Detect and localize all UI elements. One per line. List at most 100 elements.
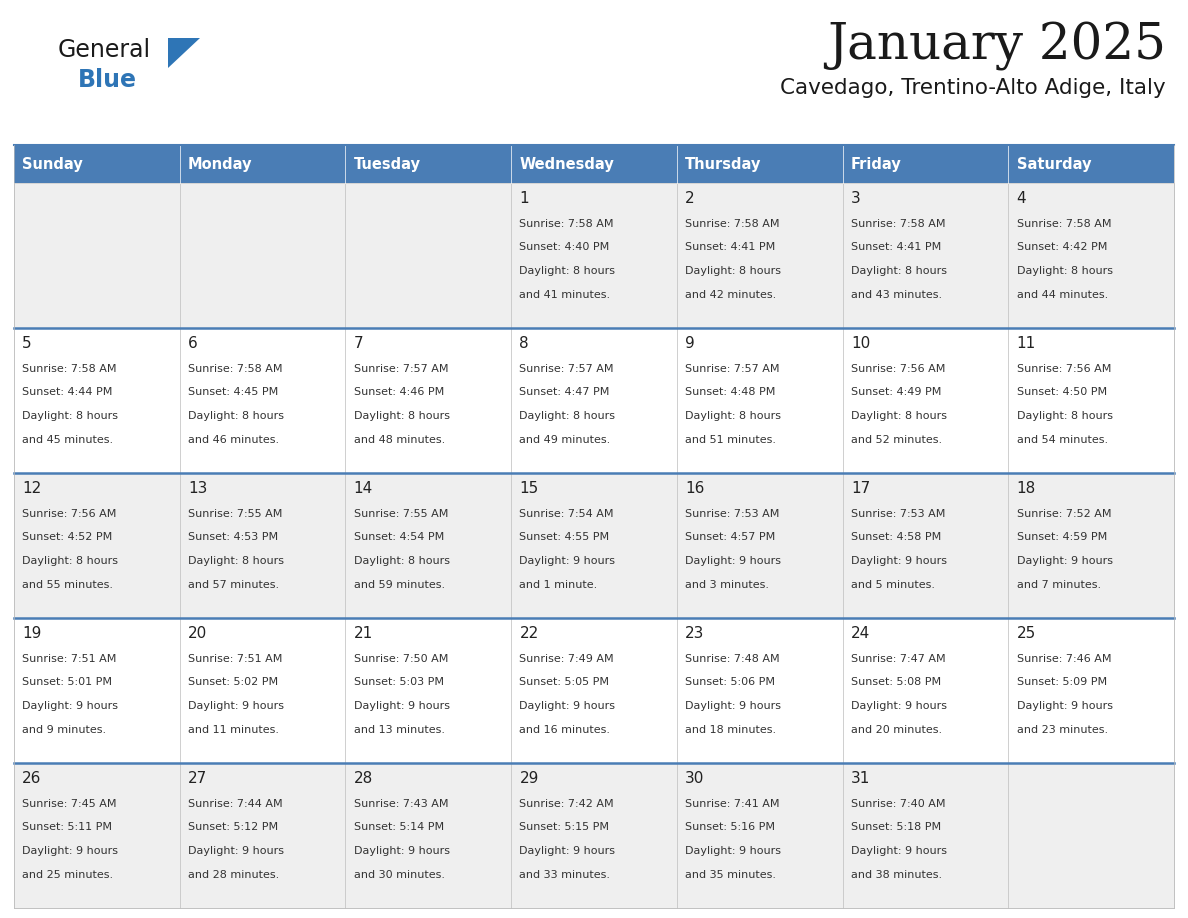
Text: Sunrise: 7:58 AM: Sunrise: 7:58 AM bbox=[851, 218, 946, 229]
Bar bbox=[842, 183, 1009, 328]
Text: Sunrise: 7:45 AM: Sunrise: 7:45 AM bbox=[23, 799, 116, 809]
Bar bbox=[1009, 145, 1174, 183]
Text: Sunrise: 7:53 AM: Sunrise: 7:53 AM bbox=[851, 509, 946, 519]
Text: Daylight: 9 hours: Daylight: 9 hours bbox=[685, 701, 782, 711]
Text: 4: 4 bbox=[1017, 191, 1026, 206]
Bar bbox=[842, 328, 1009, 473]
Text: Sunrise: 7:56 AM: Sunrise: 7:56 AM bbox=[851, 364, 946, 374]
Text: and 45 minutes.: and 45 minutes. bbox=[23, 435, 113, 445]
Bar bbox=[179, 618, 346, 763]
Bar bbox=[842, 618, 1009, 763]
Text: 21: 21 bbox=[354, 626, 373, 641]
Text: Friday: Friday bbox=[851, 156, 902, 172]
Text: Tuesday: Tuesday bbox=[354, 156, 421, 172]
Text: 10: 10 bbox=[851, 336, 870, 351]
Text: Daylight: 9 hours: Daylight: 9 hours bbox=[23, 701, 119, 711]
Text: Daylight: 9 hours: Daylight: 9 hours bbox=[851, 701, 947, 711]
Text: and 54 minutes.: and 54 minutes. bbox=[1017, 435, 1107, 445]
Text: 19: 19 bbox=[23, 626, 42, 641]
Text: and 5 minutes.: and 5 minutes. bbox=[851, 580, 935, 590]
Bar bbox=[842, 145, 1009, 183]
Text: Sunrise: 7:57 AM: Sunrise: 7:57 AM bbox=[354, 364, 448, 374]
Text: Sunset: 5:11 PM: Sunset: 5:11 PM bbox=[23, 823, 113, 833]
Text: Sunrise: 7:48 AM: Sunrise: 7:48 AM bbox=[685, 654, 779, 664]
Text: Wednesday: Wednesday bbox=[519, 156, 614, 172]
Bar bbox=[677, 763, 842, 908]
Text: Daylight: 8 hours: Daylight: 8 hours bbox=[685, 266, 782, 276]
Text: Sunrise: 7:42 AM: Sunrise: 7:42 AM bbox=[519, 799, 614, 809]
Text: and 1 minute.: and 1 minute. bbox=[519, 580, 598, 590]
Text: Sunset: 5:09 PM: Sunset: 5:09 PM bbox=[1017, 677, 1107, 688]
Text: Sunset: 4:41 PM: Sunset: 4:41 PM bbox=[851, 242, 941, 252]
Text: 9: 9 bbox=[685, 336, 695, 351]
Text: 5: 5 bbox=[23, 336, 32, 351]
Bar bbox=[842, 473, 1009, 618]
Bar bbox=[346, 473, 511, 618]
Text: Sunset: 5:05 PM: Sunset: 5:05 PM bbox=[519, 677, 609, 688]
Text: Sunset: 4:59 PM: Sunset: 4:59 PM bbox=[1017, 532, 1107, 543]
Text: Sunrise: 7:55 AM: Sunrise: 7:55 AM bbox=[354, 509, 448, 519]
Bar bbox=[346, 145, 511, 183]
Text: Sunset: 4:53 PM: Sunset: 4:53 PM bbox=[188, 532, 278, 543]
Text: Sunrise: 7:58 AM: Sunrise: 7:58 AM bbox=[1017, 218, 1111, 229]
Text: Sunrise: 7:40 AM: Sunrise: 7:40 AM bbox=[851, 799, 946, 809]
Text: Daylight: 9 hours: Daylight: 9 hours bbox=[354, 701, 450, 711]
Bar bbox=[346, 183, 511, 328]
Text: and 52 minutes.: and 52 minutes. bbox=[851, 435, 942, 445]
Text: 30: 30 bbox=[685, 771, 704, 786]
Bar bbox=[179, 328, 346, 473]
Bar bbox=[677, 618, 842, 763]
Text: Daylight: 9 hours: Daylight: 9 hours bbox=[188, 701, 284, 711]
Text: Sunset: 4:42 PM: Sunset: 4:42 PM bbox=[1017, 242, 1107, 252]
Text: and 23 minutes.: and 23 minutes. bbox=[1017, 725, 1107, 735]
Text: Sunrise: 7:56 AM: Sunrise: 7:56 AM bbox=[23, 509, 116, 519]
Text: Sunrise: 7:41 AM: Sunrise: 7:41 AM bbox=[685, 799, 779, 809]
Text: 25: 25 bbox=[1017, 626, 1036, 641]
Text: 20: 20 bbox=[188, 626, 207, 641]
Text: 31: 31 bbox=[851, 771, 871, 786]
Text: 23: 23 bbox=[685, 626, 704, 641]
Text: Sunset: 4:47 PM: Sunset: 4:47 PM bbox=[519, 387, 609, 397]
Text: Daylight: 8 hours: Daylight: 8 hours bbox=[1017, 411, 1113, 421]
Text: General: General bbox=[58, 38, 151, 62]
Text: Daylight: 9 hours: Daylight: 9 hours bbox=[685, 846, 782, 856]
Text: 1: 1 bbox=[519, 191, 529, 206]
Text: Thursday: Thursday bbox=[685, 156, 762, 172]
Bar bbox=[1009, 183, 1174, 328]
Text: Sunset: 5:08 PM: Sunset: 5:08 PM bbox=[851, 677, 941, 688]
Text: Daylight: 8 hours: Daylight: 8 hours bbox=[354, 411, 450, 421]
Text: and 28 minutes.: and 28 minutes. bbox=[188, 870, 279, 880]
Text: Blue: Blue bbox=[78, 68, 137, 92]
Text: Sunrise: 7:58 AM: Sunrise: 7:58 AM bbox=[685, 218, 779, 229]
Text: Sunset: 4:44 PM: Sunset: 4:44 PM bbox=[23, 387, 113, 397]
Text: Daylight: 9 hours: Daylight: 9 hours bbox=[519, 556, 615, 566]
Bar bbox=[511, 183, 677, 328]
Text: Sunrise: 7:57 AM: Sunrise: 7:57 AM bbox=[685, 364, 779, 374]
Text: Daylight: 8 hours: Daylight: 8 hours bbox=[519, 266, 615, 276]
Text: Sunset: 5:03 PM: Sunset: 5:03 PM bbox=[354, 677, 443, 688]
Text: January 2025: January 2025 bbox=[827, 22, 1165, 72]
Text: 11: 11 bbox=[1017, 336, 1036, 351]
Text: 13: 13 bbox=[188, 481, 208, 496]
Text: Sunset: 4:54 PM: Sunset: 4:54 PM bbox=[354, 532, 444, 543]
Text: Daylight: 8 hours: Daylight: 8 hours bbox=[1017, 266, 1113, 276]
Text: Sunset: 4:48 PM: Sunset: 4:48 PM bbox=[685, 387, 776, 397]
Text: Sunrise: 7:55 AM: Sunrise: 7:55 AM bbox=[188, 509, 283, 519]
Text: Sunset: 4:45 PM: Sunset: 4:45 PM bbox=[188, 387, 278, 397]
Text: Sunrise: 7:49 AM: Sunrise: 7:49 AM bbox=[519, 654, 614, 664]
Text: and 9 minutes.: and 9 minutes. bbox=[23, 725, 107, 735]
Text: and 20 minutes.: and 20 minutes. bbox=[851, 725, 942, 735]
Text: Sunrise: 7:57 AM: Sunrise: 7:57 AM bbox=[519, 364, 614, 374]
Text: Sunset: 5:12 PM: Sunset: 5:12 PM bbox=[188, 823, 278, 833]
Text: Sunrise: 7:43 AM: Sunrise: 7:43 AM bbox=[354, 799, 448, 809]
Text: Daylight: 8 hours: Daylight: 8 hours bbox=[354, 556, 450, 566]
Text: and 33 minutes.: and 33 minutes. bbox=[519, 870, 611, 880]
Text: Sunset: 4:55 PM: Sunset: 4:55 PM bbox=[519, 532, 609, 543]
Text: Daylight: 9 hours: Daylight: 9 hours bbox=[851, 556, 947, 566]
Text: and 51 minutes.: and 51 minutes. bbox=[685, 435, 776, 445]
Text: and 25 minutes.: and 25 minutes. bbox=[23, 870, 113, 880]
Text: Sunset: 4:41 PM: Sunset: 4:41 PM bbox=[685, 242, 776, 252]
Text: Daylight: 9 hours: Daylight: 9 hours bbox=[23, 846, 119, 856]
Bar bbox=[14, 328, 179, 473]
Bar bbox=[346, 763, 511, 908]
